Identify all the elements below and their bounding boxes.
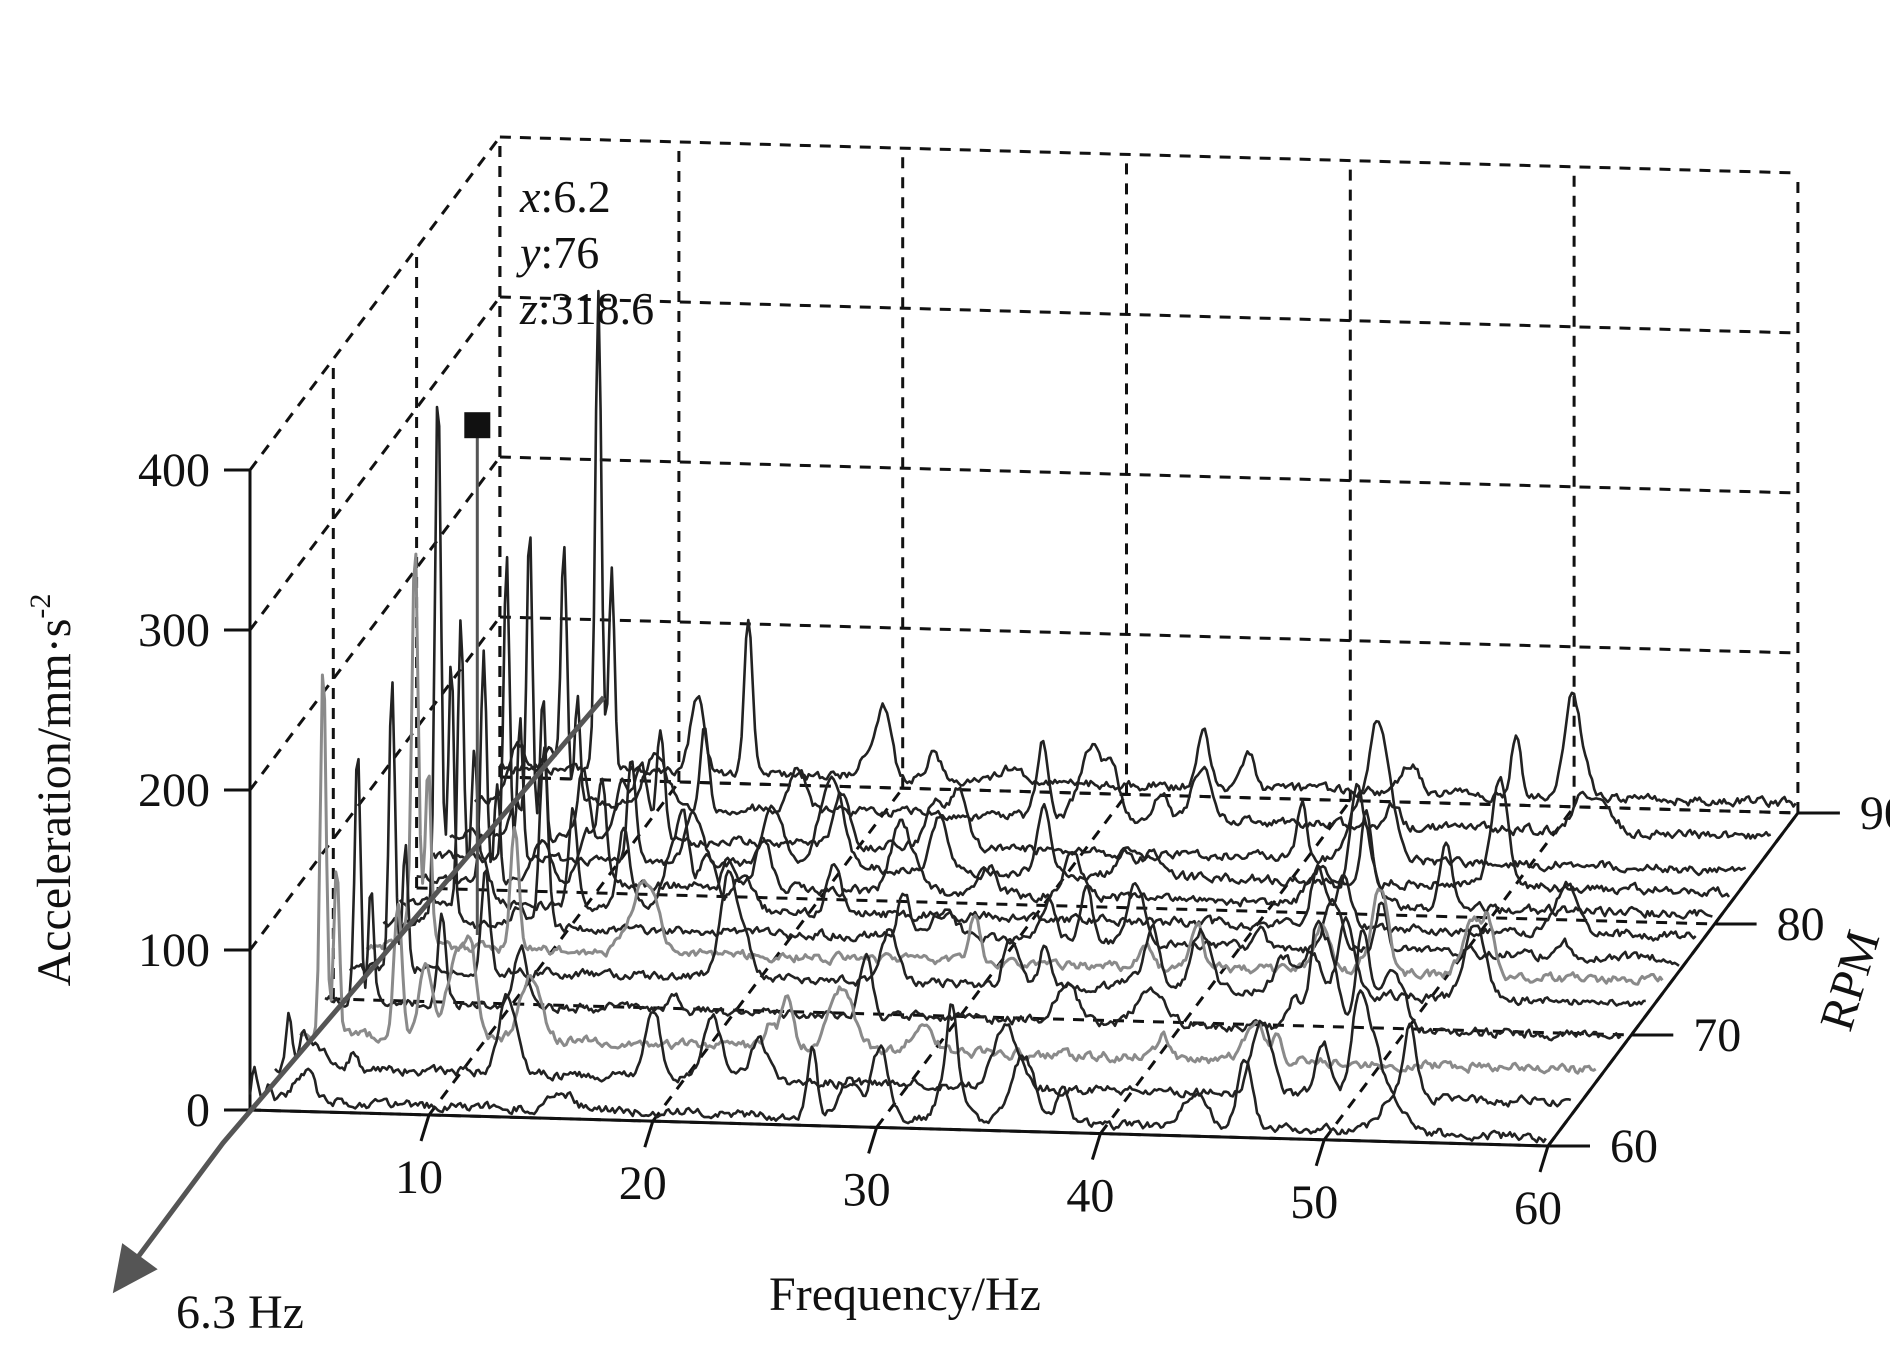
z-tick-label: 200 xyxy=(138,764,210,817)
peak-annotation-x-name: x xyxy=(519,171,541,222)
rpm-spectrum-trace xyxy=(498,289,1797,808)
grid-line-side-wall xyxy=(248,456,502,791)
rpm-spectrum-trace xyxy=(416,649,1713,920)
z-axis-title: Acceleration/mm·s-2 xyxy=(24,594,81,987)
peak-marker xyxy=(464,412,491,439)
grid-line-back-wall xyxy=(499,135,1798,175)
x-tick-label: 30 xyxy=(843,1163,891,1216)
z-axis-title-main: Acceleration/mm·s xyxy=(28,619,81,987)
x-axis-line xyxy=(249,1108,1549,1148)
y-tick-label: 90 xyxy=(1860,787,1890,840)
peak-annotation-z-value: :318.6 xyxy=(538,283,654,334)
rpm-spectrum-trace xyxy=(365,552,1664,986)
x-tick-label: 50 xyxy=(1290,1176,1338,1229)
z-tick-label: 0 xyxy=(186,1084,210,1137)
peak-marker-group xyxy=(112,412,606,1294)
x-tick xyxy=(867,1126,879,1154)
trend-arrow-label: 6.3 Hz xyxy=(176,1286,304,1339)
z-tick-label: 100 xyxy=(138,924,210,977)
z-axis-title-sup: -2 xyxy=(24,594,57,619)
rpm-spectrum-trace xyxy=(324,757,1622,1042)
rpm-spectrum-trace xyxy=(248,1003,1547,1144)
grid-line-side-wall xyxy=(248,296,502,631)
rpm-spectrum-trace xyxy=(432,555,1731,898)
z-tick-label: 400 xyxy=(138,444,210,497)
x-tick-label: 10 xyxy=(395,1151,443,1204)
x-tick xyxy=(1538,1145,1550,1173)
grid-line-back-wall xyxy=(499,455,1798,495)
x-tick-label: 20 xyxy=(619,1157,667,1210)
grid-line-back-wall xyxy=(499,615,1798,655)
spectra xyxy=(248,289,1797,1144)
grid-line-floor xyxy=(651,787,904,1123)
grid-line-floor xyxy=(499,775,1798,815)
grid-line-floor xyxy=(416,886,1715,926)
peak-annotation-y-value: :76 xyxy=(540,227,599,278)
peak-annotation-y: y:76 xyxy=(516,227,599,278)
axes xyxy=(224,468,1840,1173)
grid-line-back-wall xyxy=(499,295,1798,335)
peak-annotation-z: z:318.6 xyxy=(519,283,654,334)
y-tick-label: 80 xyxy=(1777,898,1825,951)
x-tick xyxy=(1090,1133,1102,1161)
y-tick-label: 70 xyxy=(1693,1009,1741,1062)
peak-annotation-x-value: :6.2 xyxy=(540,171,610,222)
grid-line-side-wall xyxy=(248,136,502,471)
y-axis-line xyxy=(1546,812,1800,1147)
grid xyxy=(248,135,1800,1148)
trend-arrow-head xyxy=(112,1243,158,1294)
y-tick-label: 60 xyxy=(1610,1120,1658,1173)
x-axis-title: Frequency/Hz xyxy=(769,1268,1041,1321)
x-tick xyxy=(419,1114,431,1142)
rpm-spectrum-trace xyxy=(382,405,1680,967)
tick-labels: 0 100 200 300 400 10 20 30 40 50 60 60 70 80 90 xyxy=(138,444,1890,1235)
z-tick-label: 300 xyxy=(138,604,210,657)
trend-arrow-line xyxy=(132,695,606,1263)
rpm-spectrum-trace xyxy=(274,989,1572,1108)
x-tick xyxy=(643,1120,655,1148)
rpm-spectrum-trace xyxy=(449,536,1747,877)
x-tick xyxy=(1314,1139,1326,1167)
rpm-spectrum-trace xyxy=(348,681,1646,1007)
rpm-spectrum-trace xyxy=(299,673,1597,1075)
x-tick-label: 60 xyxy=(1514,1182,1562,1235)
rpm-spectrum-trace xyxy=(473,545,1772,840)
peak-annotation-z-name: z xyxy=(519,283,538,334)
x-tick-label: 40 xyxy=(1066,1170,1114,1223)
peak-annotation: x:6.2 xyxy=(519,171,611,222)
peak-annotation-y-name: y xyxy=(516,227,541,278)
